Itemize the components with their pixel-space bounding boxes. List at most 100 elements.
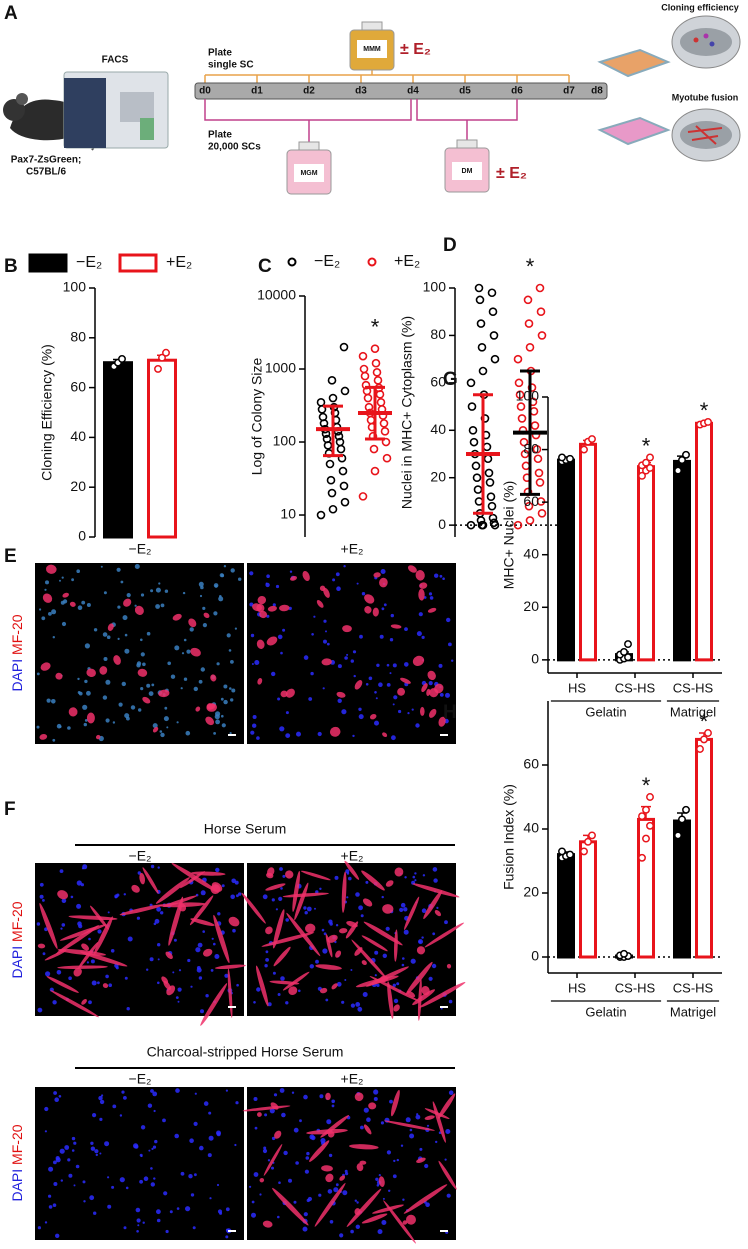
nucleus [368,676,373,681]
nucleus [376,983,380,988]
myocyte [266,636,278,646]
myocyte [190,647,201,657]
nucleus [146,683,151,688]
nucleus [195,947,201,953]
group-label: Matrigel [670,704,716,719]
y-tick-label: 80 [523,440,539,456]
data-point [373,376,383,385]
nucleus [185,730,191,736]
nucleus [335,1183,339,1187]
myocyte [372,1204,404,1214]
nucleus [253,1172,259,1177]
myocyte [95,734,101,740]
nucleus [321,928,325,932]
nucleus [117,637,120,641]
nucleus [386,1150,391,1155]
myocyte [261,932,315,947]
nucleus [213,611,218,616]
y-tick-label: 0 [531,948,539,964]
nucleus [271,671,276,677]
nucleus [302,1226,308,1232]
myocyte [387,981,394,1019]
myocyte [273,946,291,967]
nucleus [298,989,301,993]
nucleus [299,1119,302,1123]
nucleus [77,605,83,610]
x-tick-label: CS-HS [615,680,656,695]
nucleus [163,1191,168,1196]
nucleus [77,691,81,694]
stain-dapi: DAPI [9,659,25,692]
nucleus [139,1179,144,1184]
nucleus [160,732,165,738]
nucleus [376,663,380,667]
nucleus [154,918,160,924]
nucleus [71,578,74,582]
data-point [376,397,386,407]
data-point [588,435,596,444]
nucleus [134,1144,139,1149]
nucleus [102,632,108,637]
myocyte [419,582,428,589]
day-label: d4 [407,86,419,97]
myocyte [161,976,169,984]
nucleus [51,609,57,615]
facs-front [64,78,106,148]
nucleus [382,1197,385,1200]
nucleus [231,688,236,693]
nucleus [275,584,280,589]
nucleus [236,894,239,898]
myocyte [292,870,301,912]
nucleus [174,1133,179,1139]
myocyte [46,976,79,993]
data-point [466,378,476,388]
nucleus [438,663,443,668]
myocyte [279,604,290,612]
condition-label: +E₂ [341,541,364,557]
scale-bar [228,1006,236,1008]
myocyte [339,1175,346,1181]
nucleus [264,1113,268,1117]
data-point [537,331,547,340]
nucleus [124,633,128,637]
myocyte [190,871,226,876]
nucleus [97,929,102,934]
nucleus [124,976,128,980]
myocyte [419,706,425,716]
data-point [475,295,485,305]
nucleus [223,684,228,689]
data-point [370,466,380,476]
data-point [381,437,391,447]
nucleus [45,971,51,977]
nucleus [271,1166,274,1170]
cell-icon [709,41,715,47]
nucleus [53,1091,57,1095]
nucleus [103,657,108,661]
condition-label: +E₂ [341,848,364,864]
nucleus [251,1200,255,1204]
nucleus [150,864,155,869]
nucleus [392,663,397,668]
bar [695,737,713,959]
nucleus [194,1092,197,1095]
legend-label: +E₂ [394,253,420,270]
myocyte [188,618,197,628]
nucleus [355,1002,361,1007]
nucleus [422,874,426,877]
nucleus [271,898,275,902]
nucleus [375,1177,379,1182]
nucleus [192,1226,196,1230]
nucleus [392,703,395,706]
myocyte [361,935,388,952]
myocyte [369,714,377,720]
myocyte [62,592,69,598]
legend-swatch [287,257,297,267]
nucleus [178,969,182,972]
y-tick-label: 20 [523,884,539,900]
nucleus [267,1159,271,1162]
myocyte [434,910,442,917]
myocyte [364,594,375,604]
nucleus [344,1169,348,1173]
nucleus [82,704,88,710]
bar [673,819,691,959]
